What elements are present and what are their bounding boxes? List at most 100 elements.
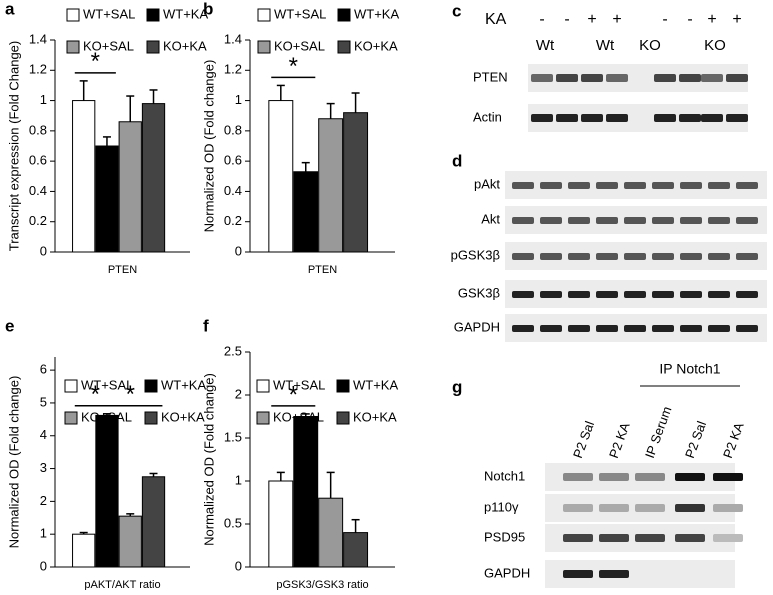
blot-band xyxy=(624,253,646,260)
legend-swatch xyxy=(64,411,78,425)
row-label: Notch1 xyxy=(484,468,525,483)
legend-label: KO+SAL xyxy=(83,38,134,53)
lane-sign: + xyxy=(587,11,596,28)
y-tick-label: 2 xyxy=(235,386,242,401)
legend-label: KO+KA xyxy=(161,409,205,424)
blot-band xyxy=(556,114,578,122)
y-tick-label: 1.2 xyxy=(29,62,47,77)
blot-band xyxy=(606,114,628,122)
legend-label: WT+SAL xyxy=(274,6,326,21)
row-label: GSK3β xyxy=(458,285,500,300)
blot-band xyxy=(652,325,674,332)
blot-band xyxy=(596,182,618,189)
blot-band xyxy=(652,253,674,260)
blot-band xyxy=(675,473,705,481)
legend-label: WT+KA xyxy=(354,6,399,21)
bar xyxy=(318,497,344,568)
panel-label: e xyxy=(5,316,14,335)
lane-sign: - xyxy=(662,11,667,28)
panel-label: g xyxy=(452,377,462,396)
blot-band xyxy=(540,291,562,298)
bar xyxy=(141,476,166,568)
bar xyxy=(118,515,142,568)
lane-sign: - xyxy=(687,11,692,28)
y-tick-label: 1 xyxy=(40,526,47,541)
blot-band xyxy=(726,74,748,82)
y-tick-label: 0.8 xyxy=(224,122,242,137)
blot-band xyxy=(512,217,534,224)
blot-band xyxy=(708,253,730,260)
bar xyxy=(72,533,96,568)
blot-band xyxy=(568,217,590,224)
blot-band xyxy=(596,253,618,260)
blot-band xyxy=(581,114,603,122)
blot-band xyxy=(563,570,593,578)
blot-band xyxy=(596,325,618,332)
group-label: KO xyxy=(704,37,726,54)
legend-label: WT+SAL xyxy=(273,377,325,392)
y-tick-label: 0 xyxy=(40,558,47,573)
lane-label: P2 Sal xyxy=(570,419,597,460)
blot-band xyxy=(531,74,553,82)
y-tick-label: 1.4 xyxy=(29,31,47,46)
blot-band xyxy=(701,74,723,82)
y-tick-label: 1 xyxy=(40,92,47,107)
blot-band xyxy=(531,114,553,122)
legend-label: WT+KA xyxy=(163,6,208,21)
blot-band xyxy=(540,253,562,260)
legend-label: WT+KA xyxy=(353,377,398,392)
blot-band xyxy=(599,473,629,481)
legend-swatch xyxy=(336,411,350,425)
row-label: Akt xyxy=(481,211,500,226)
blot-band xyxy=(736,325,758,332)
panel-label: b xyxy=(203,0,213,18)
blot-band xyxy=(563,473,593,481)
bar xyxy=(268,480,294,568)
blot-band xyxy=(713,534,743,542)
lane-label: P2 KA xyxy=(720,420,747,460)
row-label: pGSK3β xyxy=(451,247,500,262)
blot-band xyxy=(606,74,628,82)
y-tick-label: 1.4 xyxy=(224,31,242,46)
y-tick-label: 0.6 xyxy=(29,153,47,168)
y-tick-label: 6 xyxy=(40,362,47,377)
legend-swatch xyxy=(66,8,80,22)
blot-band xyxy=(624,182,646,189)
blot-band xyxy=(652,291,674,298)
lane-sign: + xyxy=(612,11,621,28)
y-tick-label: 0.8 xyxy=(29,122,47,137)
legend-swatch xyxy=(66,40,80,54)
x-tick-label: PTEN xyxy=(308,264,337,276)
bar xyxy=(72,100,96,253)
blot-band xyxy=(540,182,562,189)
bar xyxy=(343,532,369,568)
y-axis-label: Normalized OD (Fold change) xyxy=(6,376,21,549)
panel-label: d xyxy=(452,151,462,170)
blot-band xyxy=(701,114,723,122)
blot-band xyxy=(512,182,534,189)
legend-swatch xyxy=(144,411,158,425)
blot-band xyxy=(568,182,590,189)
blot-band xyxy=(540,325,562,332)
blot-band xyxy=(680,217,702,224)
blot-band xyxy=(680,182,702,189)
blot-band xyxy=(713,504,743,512)
significance-mark: * xyxy=(91,381,100,408)
y-tick-label: 1 xyxy=(235,92,242,107)
blot-band xyxy=(540,217,562,224)
blot-band xyxy=(736,182,758,189)
legend-label: KO+KA xyxy=(354,38,398,53)
y-tick-label: 0.2 xyxy=(224,213,242,228)
legend-swatch xyxy=(256,411,270,425)
lane-sign: + xyxy=(707,11,716,28)
legend-label: WT+KA xyxy=(161,377,206,392)
bar xyxy=(95,145,119,253)
legend-label: WT+SAL xyxy=(83,6,135,21)
y-tick-label: 2.5 xyxy=(224,343,242,358)
blot-band xyxy=(713,473,743,481)
legend-label: KO+SAL xyxy=(273,409,324,424)
blot-band xyxy=(652,217,674,224)
bar xyxy=(268,100,294,253)
bar xyxy=(318,118,344,253)
blot-band xyxy=(512,325,534,332)
